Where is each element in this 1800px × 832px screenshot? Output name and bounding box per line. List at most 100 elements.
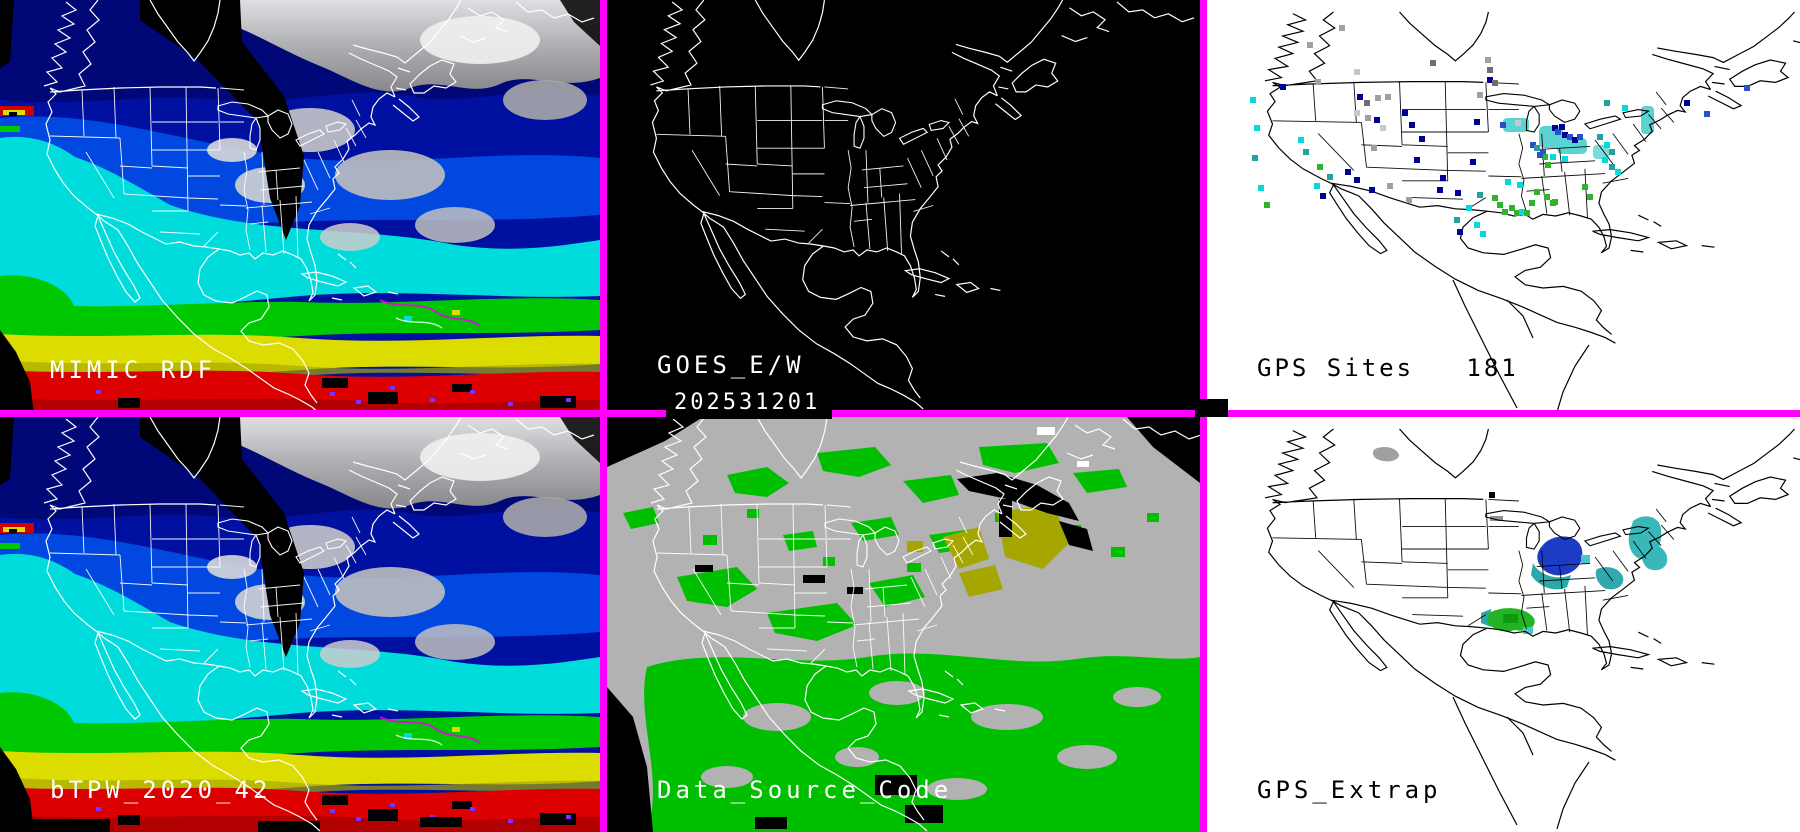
gps-site-marker <box>1280 84 1286 90</box>
gps-site-marker <box>1609 149 1615 155</box>
gps-site-marker <box>1545 162 1551 168</box>
gps-site-marker <box>1454 217 1460 223</box>
gps-site-marker <box>1492 195 1498 201</box>
gps-site-marker <box>1385 94 1391 100</box>
gps-site-markers <box>1250 25 1750 237</box>
goes-timestamp: 202531201 <box>666 388 833 419</box>
gps-sites-map-art <box>1207 0 1800 410</box>
gps-site-marker <box>1550 154 1556 160</box>
gps-site-marker <box>1500 122 1506 128</box>
gps-site-marker <box>1455 190 1461 196</box>
panel-label-goes: GOES_E/W <box>657 351 805 379</box>
gps-site-marker <box>1582 184 1588 190</box>
gps-site-marker <box>1509 205 1515 211</box>
gps-site-marker <box>1327 174 1333 180</box>
gps-site-marker <box>1602 157 1608 163</box>
gps-site-marker <box>1604 142 1610 148</box>
gps-site-marker <box>1315 79 1321 85</box>
gps-site-marker <box>1254 125 1260 131</box>
gps-site-marker <box>1252 155 1258 161</box>
gps-site-marker <box>1497 202 1503 208</box>
gps-site-marker <box>1502 209 1508 215</box>
gps-site-marker <box>1597 134 1603 140</box>
gps-site-marker <box>1250 97 1256 103</box>
panel-label-gps-extrap: GPS_Extrap <box>1257 776 1442 804</box>
gps-site-marker <box>1529 200 1535 206</box>
gps-site-marker <box>1402 110 1408 116</box>
gps-site-marker <box>1534 145 1540 151</box>
gps-site-marker <box>1264 202 1270 208</box>
gps-site-marker <box>1534 189 1540 195</box>
gps-site-marker <box>1615 169 1621 175</box>
gps-site-marker <box>1406 197 1412 203</box>
gps-site-marker <box>1430 60 1436 66</box>
gps-site-marker <box>1371 145 1377 151</box>
panel-goes-ew: GOES_E/W <box>607 0 1200 410</box>
gps-site-marker <box>1514 210 1520 216</box>
gps-site-marker <box>1474 119 1480 125</box>
gps-site-marker <box>1364 100 1370 106</box>
gps-site-marker <box>1369 187 1375 193</box>
corner-black-bar <box>1195 399 1228 417</box>
gps-site-marker <box>1477 92 1483 98</box>
gps-site-marker <box>1552 199 1558 205</box>
panel-btpw: bTPW_2020_42 <box>0 417 600 832</box>
gps-site-marker <box>1577 134 1583 140</box>
gps-site-marker <box>1470 159 1476 165</box>
gps-site-marker <box>1374 117 1380 123</box>
gps-site-marker <box>1485 57 1491 63</box>
gps-site-marker <box>1466 205 1472 211</box>
gps-site-marker <box>1354 177 1360 183</box>
panel-gps-extrap: GPS_Extrap <box>1207 417 1800 832</box>
gps-site-marker <box>1562 156 1568 162</box>
gps-site-marker <box>1307 42 1313 48</box>
gps-site-marker <box>1440 175 1446 181</box>
gps-site-marker <box>1519 209 1525 215</box>
panel-label-btpw: bTPW_2020_42 <box>50 776 272 804</box>
gps-site-marker <box>1542 154 1548 160</box>
gps-site-marker <box>1339 25 1345 31</box>
gps-site-marker <box>1487 77 1493 83</box>
gps-site-marker <box>1354 110 1360 116</box>
gps-site-marker <box>1587 194 1593 200</box>
gps-site-marker <box>1457 229 1463 235</box>
panel-data-source-code: Data_Source_Code <box>607 417 1200 832</box>
gps-site-marker <box>1524 210 1530 216</box>
goes-map-art <box>607 0 1200 410</box>
mimic-tpw-art <box>0 0 600 410</box>
gps-site-marker <box>1317 164 1323 170</box>
panel-label-gps-sites: GPS Sites 181 <box>1257 354 1519 382</box>
gps-site-marker <box>1604 100 1610 106</box>
gps-site-marker <box>1515 120 1521 126</box>
gps-site-marker <box>1517 182 1523 188</box>
panel-label-mimic: MIMIC RDF <box>50 356 217 384</box>
gps-site-marker <box>1437 187 1443 193</box>
gps-site-marker <box>1537 152 1543 158</box>
gps-site-marker <box>1572 137 1578 143</box>
gps-site-marker <box>1258 185 1264 191</box>
gps-site-marker <box>1567 134 1573 140</box>
gps-site-marker <box>1409 122 1415 128</box>
data-source-art <box>607 417 1200 832</box>
gps-site-marker <box>1555 129 1561 135</box>
panel-gps-sites: GPS Sites 181 <box>1207 0 1800 410</box>
gps-site-marker <box>1480 231 1486 237</box>
gps-site-marker <box>1487 67 1493 73</box>
gps-site-marker <box>1314 183 1320 189</box>
gps-site-marker <box>1387 183 1393 189</box>
panel-label-data-source: Data_Source_Code <box>657 776 953 804</box>
gps-site-marker <box>1552 125 1558 131</box>
gps-site-marker <box>1684 100 1690 106</box>
gps-site-marker <box>1375 95 1381 101</box>
gps-site-marker <box>1414 157 1420 163</box>
gps-site-marker <box>1474 222 1480 228</box>
gps-site-marker <box>1530 142 1536 148</box>
gps-site-marker <box>1354 69 1360 75</box>
gps-site-marker <box>1303 149 1309 155</box>
gps-site-count: 181 <box>1466 354 1519 382</box>
panel-mimic-rdf: MIMIC RDF <box>0 0 600 410</box>
gps-site-marker <box>1505 179 1511 185</box>
gps-site-marker <box>1298 137 1304 143</box>
gps-site-marker <box>1559 124 1565 130</box>
